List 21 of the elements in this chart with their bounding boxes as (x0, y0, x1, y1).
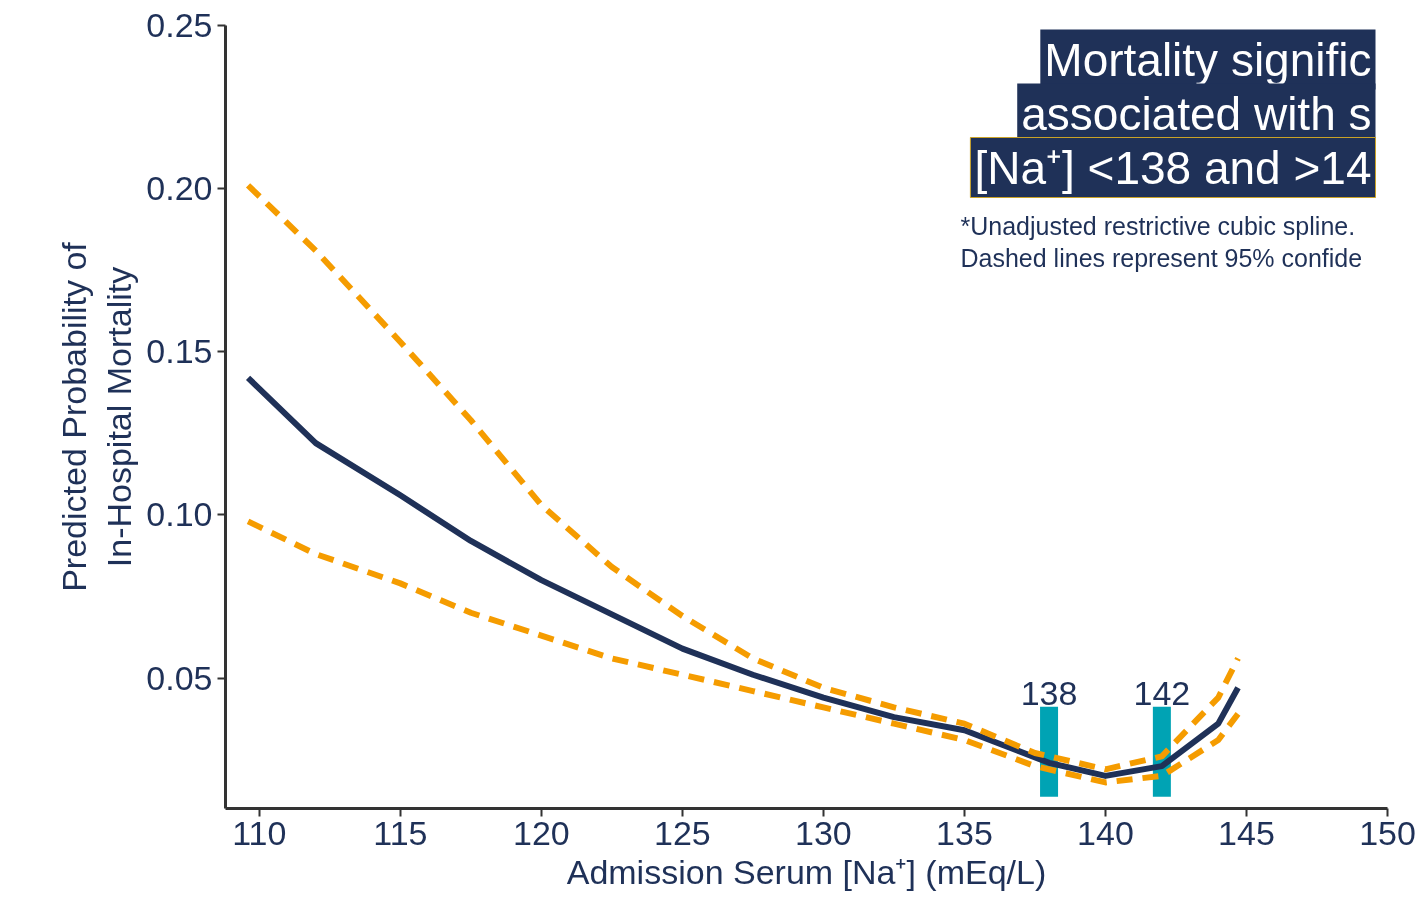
x-tick-label: 125 (654, 813, 711, 852)
y-tick-label: 0.05 (146, 658, 213, 697)
x-tick-label: 115 (373, 813, 428, 852)
y-tick-label: 0.20 (146, 169, 213, 208)
x-tick-label: 130 (795, 813, 852, 852)
x-tick-label: 140 (1077, 813, 1134, 852)
x-tick-label: 120 (513, 813, 570, 852)
x-tick-label: 150 (1359, 813, 1416, 852)
x-tick-label: 135 (936, 813, 993, 852)
annotation: Dashed lines represent 95% confide (960, 243, 1363, 272)
annotation: *Unadjusted restrictive cubic spline. (960, 211, 1356, 240)
y-tick-label: 0.10 (146, 495, 213, 534)
text: Mortality signific associated with s [Na⁺] <138 and >14 (974, 33, 1372, 194)
y-tick-label: 0.15 (146, 332, 213, 371)
y-axis-title: Predicted Probability of In-Hospital Mortality (54, 241, 139, 592)
y-tick-label: 0.25 (146, 6, 213, 44)
ref-line-label: 142 (1133, 673, 1191, 712)
x-tick-label: 110 (232, 813, 287, 852)
ref-line-label: 138 (1020, 673, 1078, 712)
x-tick-label: 145 (1218, 813, 1275, 852)
x-axis-title: Admission Serum [Na⁺] (mEq/L) (566, 852, 1047, 891)
